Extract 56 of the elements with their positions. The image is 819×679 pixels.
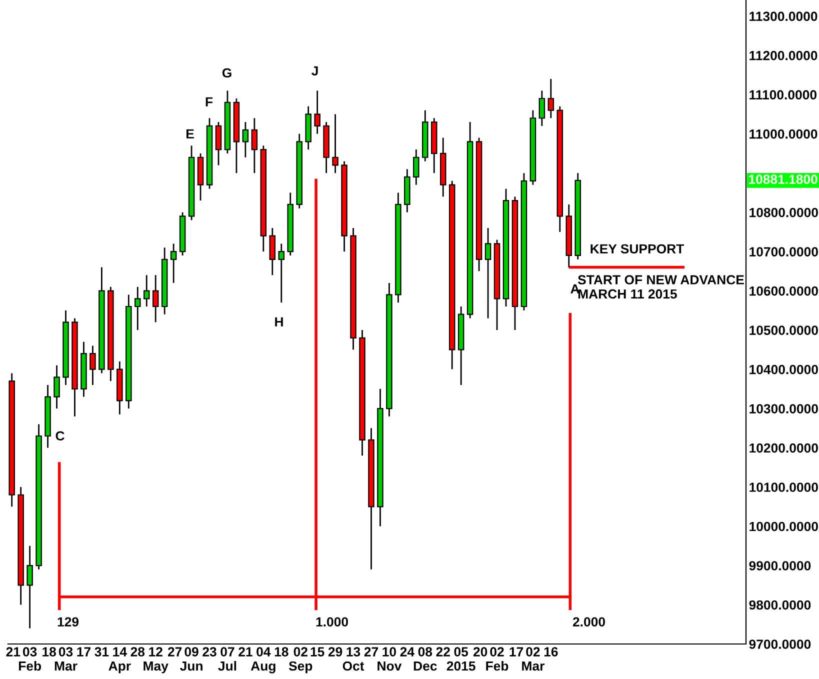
annotation: H [275, 317, 283, 326]
annotation: E [186, 129, 194, 138]
y-tick-label: 10100.0000 [750, 482, 818, 492]
x-tick-label: 22 [436, 647, 450, 656]
y-tick-label: 9700.0000 [749, 640, 811, 649]
x-tick-label: 04 Aug [250, 647, 276, 674]
y-tick-label: 10300.0000 [750, 404, 818, 414]
y-tick-label: 10700.0000 [750, 247, 818, 256]
y-tick-label: 10200.0000 [750, 443, 818, 453]
annotation: F [206, 97, 213, 106]
x-tick-label: 08 Dec [414, 647, 437, 671]
x-tick-label: 13 Oct [342, 647, 364, 671]
x-tick-label: 15 [310, 647, 324, 656]
y-tick-label: 11000.0000 [750, 129, 818, 139]
x-tick-label: 24 [400, 647, 414, 656]
x-tick-label: 16 [544, 647, 558, 656]
y-tick-label: 9900.0000 [749, 561, 811, 570]
annotation: KEY SUPPORT [590, 244, 684, 254]
annotation: A [570, 284, 580, 294]
y-tick-label: 11300.0000 [750, 12, 818, 22]
y-tick-label: 9800.0000 [749, 600, 811, 610]
x-tick-label: 29 [328, 647, 342, 656]
annotation: 2.000 [572, 617, 605, 627]
x-tick-label: 31 [94, 647, 109, 656]
x-tick-label: 21 [6, 647, 20, 656]
x-tick-label: 03 Mar [54, 647, 78, 671]
x-tick-label: 18 [274, 647, 288, 656]
y-tick-label: 10800.0000 [750, 208, 818, 218]
text: 10881.1800 [749, 174, 818, 184]
annotation: J [312, 66, 318, 76]
annotation: 1.000 [316, 617, 348, 627]
x-tick-label: 03 Feb [18, 647, 42, 671]
x-tick-label: 27 [364, 647, 378, 656]
x-tick-label: 14 Apr [108, 647, 131, 674]
y-tick-label: 11200.0000 [750, 50, 818, 60]
x-tick-label: 12 May [144, 647, 168, 674]
x-tick-label: 07 Jul [218, 647, 236, 671]
x-tick-label: 02 Feb [486, 647, 508, 671]
x-tick-label: 17 [510, 647, 524, 656]
annotation: 129 [58, 617, 79, 627]
y-tick-label: 11100.0000 [750, 90, 816, 100]
x-tick-label: 23 [202, 647, 216, 656]
x-tick-label: 28 [130, 647, 145, 656]
annotation: G [222, 68, 232, 78]
x-tick-label: 20 [473, 647, 488, 656]
x-tick-label: 02 Mar [522, 647, 544, 671]
x-tick-label: 21 [238, 647, 252, 656]
annotation: START OF NEW ADVANCE MARCH 11 2015 [578, 275, 744, 299]
x-tick-label: 18 [42, 647, 56, 656]
annotation: C [56, 431, 64, 441]
y-tick-label: 10000.0000 [750, 522, 818, 532]
y-tick-label: 10400.0000 [750, 364, 818, 374]
y-tick-label: 10500.0000 [750, 326, 818, 335]
x-tick-label: 27 [168, 647, 182, 656]
y-tick-label: 10600.0000 [750, 286, 818, 296]
x-tick-label: 17 [77, 647, 90, 656]
